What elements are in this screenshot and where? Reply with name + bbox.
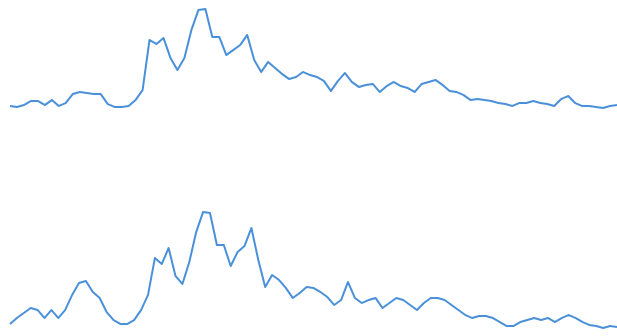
sparkline — [9, 211, 617, 329]
sparkline — [9, 8, 617, 109]
